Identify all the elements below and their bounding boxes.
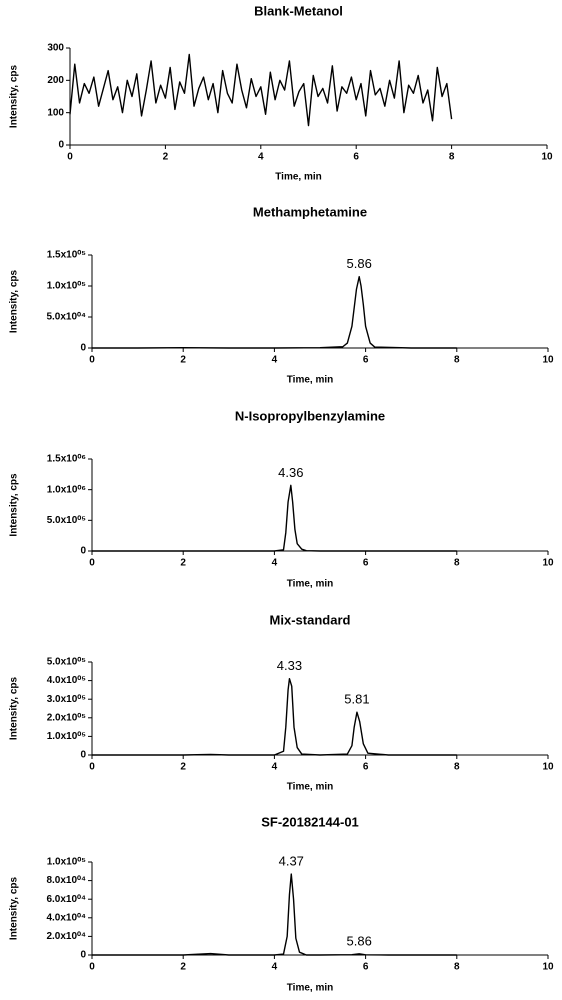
y-tick-label: 8.0x10⁰⁴ [46, 875, 86, 886]
x-tick-label: 6 [363, 962, 369, 973]
x-tick-label: 8 [454, 962, 460, 973]
x-tick-label: 0 [89, 762, 95, 773]
x-axis-label: Time, min [287, 983, 334, 994]
chromatogram-line [69, 53, 453, 127]
x-tick-label: 10 [542, 355, 554, 366]
x-axis-label: Time, min [275, 172, 322, 183]
x-tick-label: 6 [363, 558, 369, 569]
x-tick-label: 8 [454, 355, 460, 366]
chart-title: Methamphetamine [253, 204, 367, 219]
x-tick-label: 10 [542, 762, 554, 773]
chart-title: Blank-Metanol [254, 3, 343, 18]
y-tick-label: 300 [47, 43, 64, 54]
y-tick-label: 3.0x10⁰⁵ [47, 694, 87, 705]
x-tick-label: 4 [272, 355, 278, 366]
x-tick-label: 8 [454, 762, 460, 773]
y-tick-label: 0 [80, 950, 86, 961]
y-axis-label: Intensity, cps [9, 269, 20, 333]
y-tick-label: 1.5x10⁰⁵ [47, 250, 87, 261]
y-tick-label: 1.0x10⁰⁵ [47, 857, 87, 868]
x-tick-label: 6 [353, 152, 359, 163]
x-tick-label: 6 [363, 355, 369, 366]
peak-label: 4.33 [277, 658, 302, 673]
y-tick-label: 200 [47, 75, 64, 86]
x-tick-label: 2 [180, 762, 186, 773]
x-tick-label: 10 [541, 152, 553, 163]
y-axis-label: Intensity, cps [9, 676, 20, 740]
x-tick-label: 4 [272, 762, 278, 773]
chart-title: SF-20182144-01 [261, 814, 359, 829]
y-axis-label: Intensity, cps [9, 876, 20, 940]
y-tick-label: 5.0x10⁰⁵ [47, 515, 87, 526]
x-tick-label: 4 [258, 152, 264, 163]
y-tick-label: 1.0x10⁰⁵ [47, 281, 87, 292]
y-tick-label: 5.0x10⁰⁵ [47, 657, 87, 668]
x-tick-label: 0 [89, 558, 95, 569]
x-tick-label: 2 [180, 558, 186, 569]
y-tick-label: 1.0x10⁰⁶ [47, 484, 86, 495]
x-tick-label: 0 [89, 355, 95, 366]
x-tick-label: 0 [89, 962, 95, 973]
chromatogram-line [92, 678, 457, 756]
y-tick-label: 0 [80, 546, 86, 557]
x-tick-label: 2 [180, 962, 186, 973]
x-tick-label: 0 [67, 152, 73, 163]
y-tick-label: 1.0x10⁰⁵ [47, 731, 87, 742]
chart-title: N-Isopropylbenzylamine [235, 408, 385, 423]
x-tick-label: 10 [542, 558, 554, 569]
x-tick-label: 6 [363, 762, 369, 773]
y-tick-label: 5.0x10⁰⁴ [46, 312, 86, 323]
chromatogram-line [92, 484, 457, 552]
x-tick-label: 10 [542, 962, 554, 973]
x-tick-label: 4 [272, 962, 278, 973]
peak-label: 5.86 [347, 256, 372, 271]
x-axis-label: Time, min [287, 579, 334, 590]
y-tick-label: 2.0x10⁰⁴ [46, 931, 86, 942]
y-axis-label: Intensity, cps [9, 64, 20, 128]
x-axis-label: Time, min [287, 375, 334, 386]
chromatogram-line [92, 873, 457, 956]
chart-title: Mix-standard [270, 612, 351, 627]
y-tick-label: 0 [58, 140, 64, 151]
peak-label: 5.86 [347, 933, 372, 948]
y-tick-label: 4.0x10⁰⁴ [46, 912, 86, 923]
y-tick-label: 4.0x10⁰⁵ [47, 675, 87, 686]
y-tick-label: 0 [80, 750, 86, 761]
y-axis-label: Intensity, cps [9, 473, 20, 537]
chromatogram-line [92, 276, 457, 349]
y-tick-label: 1.5x10⁰⁶ [47, 454, 86, 465]
x-tick-label: 8 [454, 558, 460, 569]
y-tick-label: 0 [80, 343, 86, 354]
y-tick-label: 100 [47, 107, 64, 118]
y-tick-label: 6.0x10⁰⁴ [46, 894, 86, 905]
x-tick-label: 2 [180, 355, 186, 366]
x-tick-label: 8 [449, 152, 455, 163]
x-tick-label: 4 [272, 558, 278, 569]
peak-label: 5.81 [344, 692, 369, 707]
y-tick-label: 2.0x10⁰⁵ [47, 712, 87, 723]
x-tick-label: 2 [163, 152, 169, 163]
peak-label: 4.37 [279, 854, 304, 869]
peak-label: 4.36 [278, 465, 303, 480]
x-axis-label: Time, min [287, 782, 334, 793]
